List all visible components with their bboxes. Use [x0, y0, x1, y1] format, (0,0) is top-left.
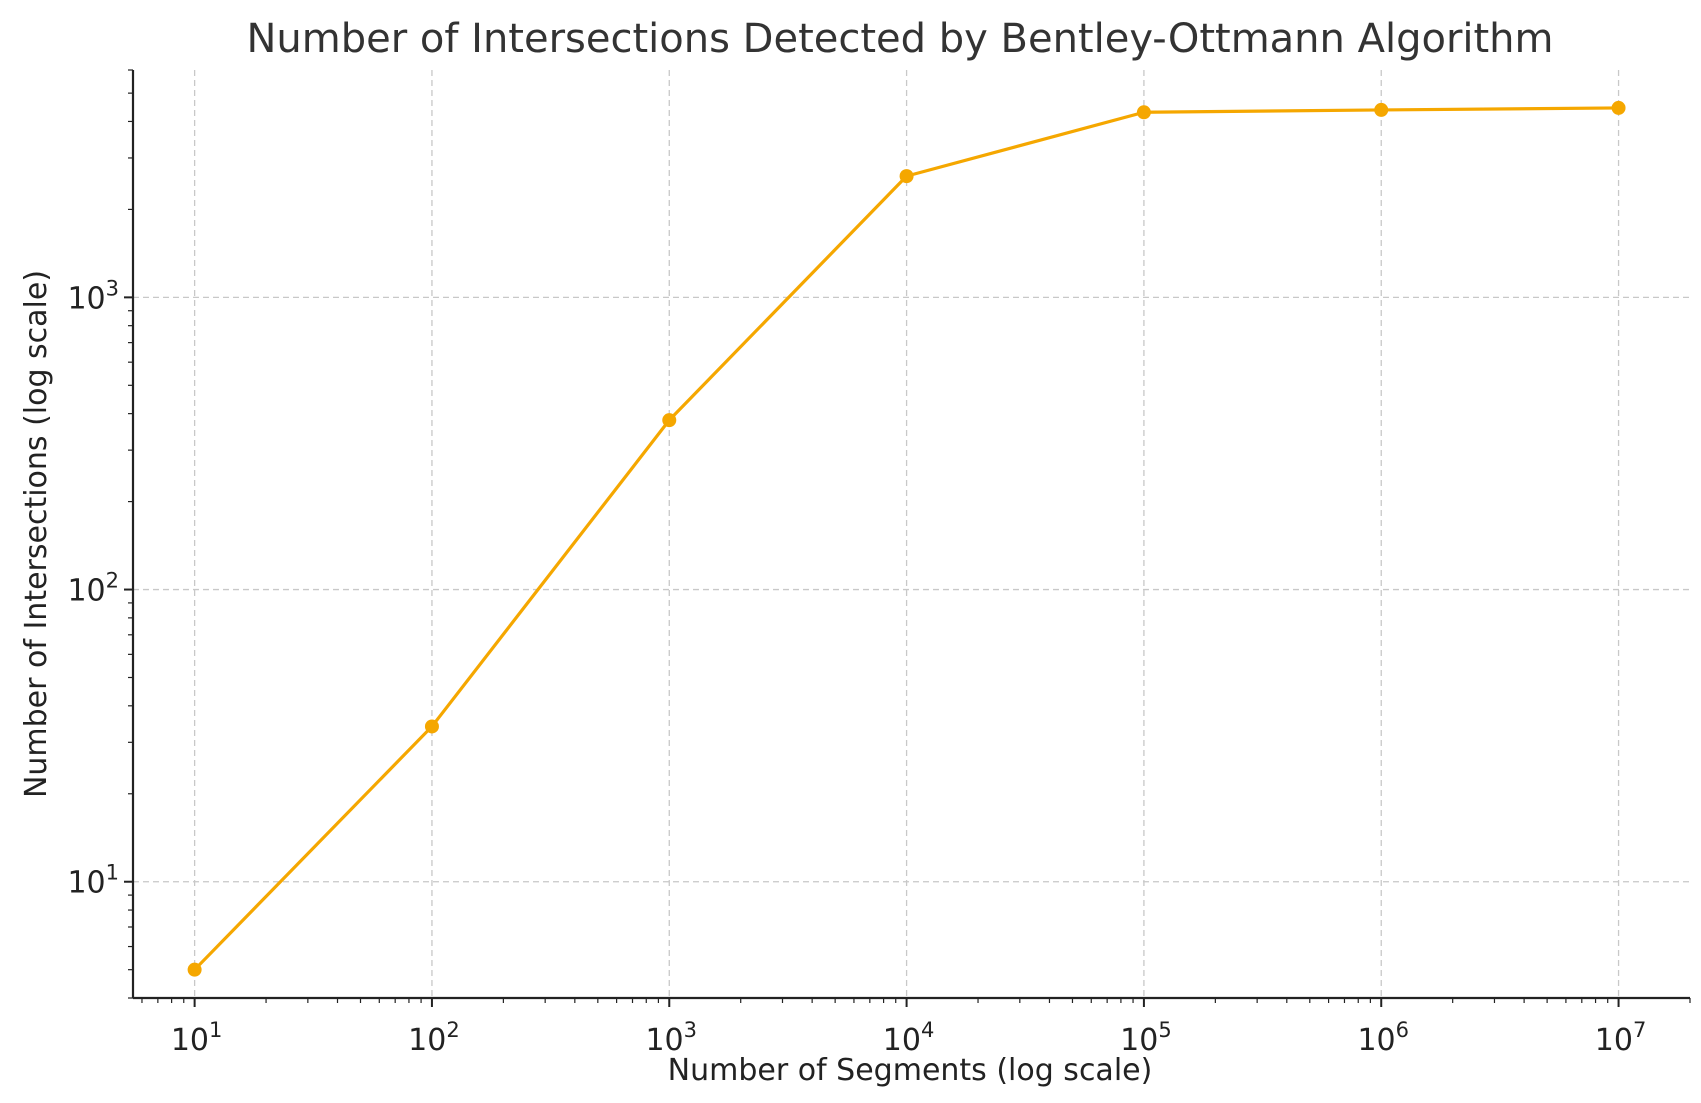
x-tick-label: 107 — [1595, 1018, 1647, 1058]
data-point — [1611, 100, 1626, 115]
x-tick-exponent: 2 — [446, 1018, 459, 1042]
y-tick-exponent: 1 — [106, 861, 119, 885]
x-tick-label: 101 — [171, 1018, 223, 1058]
chart-title: Number of Intersections Detected by Bent… — [246, 16, 1553, 62]
x-tick-base: 10 — [171, 1023, 209, 1058]
data-point — [1136, 105, 1151, 120]
x-tick-exponent: 4 — [921, 1018, 934, 1042]
x-tick-base: 10 — [883, 1023, 921, 1058]
x-tick-label: 106 — [1357, 1018, 1409, 1058]
x-tick-label: 104 — [883, 1018, 935, 1058]
x-tick-base: 10 — [408, 1023, 446, 1058]
data-point — [1374, 102, 1389, 117]
series-layer — [187, 100, 1626, 977]
x-tick-base: 10 — [645, 1023, 683, 1058]
y-tick-label: 102 — [67, 569, 119, 609]
y-tick-exponent: 2 — [106, 569, 119, 593]
y-tick-base: 10 — [67, 281, 105, 316]
data-point — [187, 962, 202, 977]
x-axis-label: Number of Segments (log scale) — [668, 1053, 1153, 1088]
y-tick-base: 10 — [67, 574, 105, 609]
x-tick-exponent: 7 — [1633, 1018, 1646, 1042]
x-tick-label: 103 — [645, 1018, 697, 1058]
y-tick-exponent: 3 — [106, 276, 119, 300]
data-point — [662, 413, 677, 428]
x-tick-base: 10 — [1595, 1023, 1633, 1058]
x-tick-base: 10 — [1357, 1023, 1395, 1058]
data-point — [424, 719, 439, 734]
y-tick-base: 10 — [67, 866, 105, 901]
y-tick-label: 103 — [67, 276, 119, 316]
x-tick-exponent: 6 — [1396, 1018, 1409, 1042]
x-tick-label: 105 — [1120, 1018, 1172, 1058]
x-tick-base: 10 — [1120, 1023, 1158, 1058]
y-axis-label: Number of Intersections (log scale) — [19, 270, 54, 798]
x-tick-exponent: 5 — [1158, 1018, 1171, 1042]
x-tick-exponent: 3 — [684, 1018, 697, 1042]
axes — [131, 70, 1690, 1000]
grid-lines — [133, 70, 1690, 998]
data-point — [899, 169, 914, 184]
y-tick-label: 101 — [67, 861, 119, 901]
x-tick-exponent: 1 — [209, 1018, 222, 1042]
x-tick-label: 102 — [408, 1018, 460, 1058]
